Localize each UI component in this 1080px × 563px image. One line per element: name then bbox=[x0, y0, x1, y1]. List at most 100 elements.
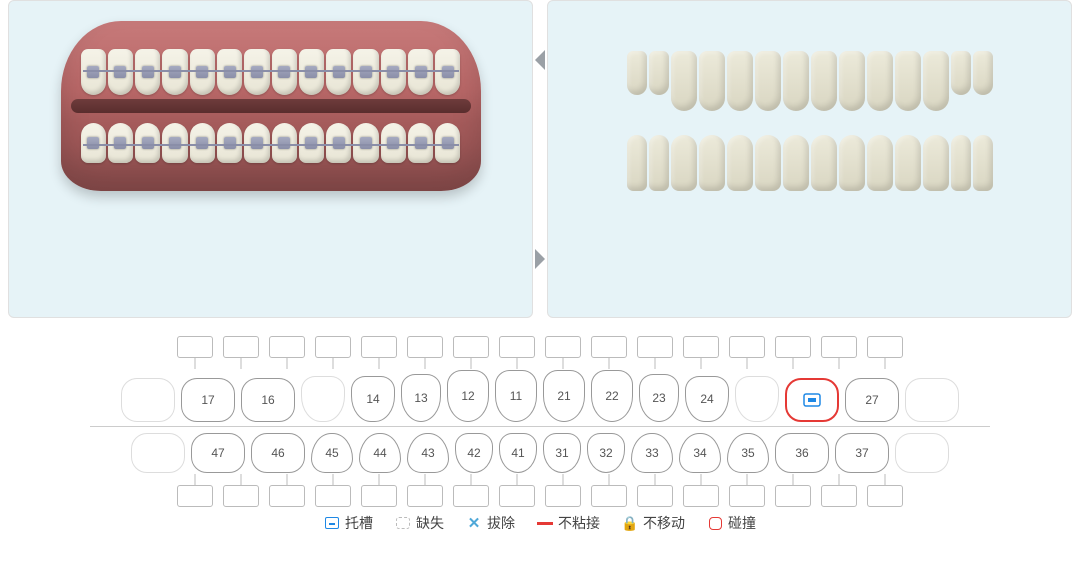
lower-teeth-row: 4746454443424131323334353637 bbox=[60, 433, 1020, 473]
chart-tooth-17[interactable]: 17 bbox=[181, 378, 235, 422]
slot-stem bbox=[471, 474, 472, 486]
bracket-slot[interactable] bbox=[545, 336, 581, 358]
bracket-3d bbox=[196, 66, 208, 78]
chart-tooth-blank[interactable] bbox=[785, 378, 839, 422]
chart-tooth-24[interactable]: 24 bbox=[685, 376, 729, 422]
chart-tooth-22[interactable]: 22 bbox=[591, 370, 633, 422]
chart-tooth-blank[interactable] bbox=[895, 433, 949, 473]
bracket-slot[interactable] bbox=[683, 336, 719, 358]
tooth-3d bbox=[135, 123, 160, 163]
slot-stem bbox=[379, 357, 380, 369]
bracket-slot[interactable] bbox=[775, 336, 811, 358]
bracket-slot[interactable] bbox=[545, 485, 581, 507]
bracket-slot[interactable] bbox=[867, 485, 903, 507]
bracket-slot[interactable] bbox=[591, 485, 627, 507]
bracket-slot[interactable] bbox=[499, 485, 535, 507]
bracket-slot[interactable] bbox=[591, 336, 627, 358]
bracket-slot[interactable] bbox=[269, 485, 305, 507]
model-tooth bbox=[811, 51, 837, 111]
bracket-slot[interactable] bbox=[361, 336, 397, 358]
chart-tooth-13[interactable]: 13 bbox=[401, 374, 441, 422]
chart-tooth-23[interactable]: 23 bbox=[639, 374, 679, 422]
bracket-slot[interactable] bbox=[315, 485, 351, 507]
chart-tooth-44[interactable]: 44 bbox=[359, 433, 401, 473]
tooth-chart: 1716141312112122232427 47464544434241313… bbox=[0, 318, 1080, 533]
tooth-3d bbox=[408, 123, 433, 163]
chart-tooth-35[interactable]: 35 bbox=[727, 433, 769, 473]
model-tooth bbox=[951, 51, 971, 95]
chart-tooth-45[interactable]: 45 bbox=[311, 433, 353, 473]
bracket-slot[interactable] bbox=[683, 485, 719, 507]
collapse-right-icon[interactable] bbox=[535, 249, 545, 269]
chart-tooth-blank[interactable] bbox=[735, 376, 779, 422]
bracket-slot[interactable] bbox=[315, 336, 351, 358]
bracket-slot[interactable] bbox=[729, 485, 765, 507]
legend: 托槽 缺失 ✕拔除 不粘接 🔒不移动 碰撞 bbox=[60, 513, 1020, 533]
chart-tooth-21[interactable]: 21 bbox=[543, 370, 585, 422]
bracket-slot[interactable] bbox=[453, 336, 489, 358]
braces-model[interactable] bbox=[61, 21, 481, 191]
model-tooth bbox=[839, 51, 865, 111]
model-tooth bbox=[649, 51, 669, 95]
bracket-slot[interactable] bbox=[775, 485, 811, 507]
upper-arch-3d bbox=[600, 51, 1020, 111]
bracket-slot[interactable] bbox=[177, 336, 213, 358]
chart-tooth-41[interactable]: 41 bbox=[499, 433, 537, 473]
bracket-slot[interactable] bbox=[453, 485, 489, 507]
model-tooth bbox=[867, 135, 893, 191]
chart-tooth-34[interactable]: 34 bbox=[679, 433, 721, 473]
model-tooth bbox=[951, 135, 971, 191]
chart-tooth-33[interactable]: 33 bbox=[631, 433, 673, 473]
chart-tooth-27[interactable]: 27 bbox=[845, 378, 899, 422]
slot-stem bbox=[241, 357, 242, 369]
model-tooth bbox=[649, 135, 669, 191]
model-tooth bbox=[755, 51, 781, 111]
chart-tooth-31[interactable]: 31 bbox=[543, 433, 581, 473]
slot-stem bbox=[563, 474, 564, 486]
collapse-left-icon[interactable] bbox=[535, 50, 545, 70]
bracket-slot[interactable] bbox=[499, 336, 535, 358]
lower-arch-3d bbox=[600, 135, 1020, 191]
bracket-slot[interactable] bbox=[361, 485, 397, 507]
chart-tooth-47[interactable]: 47 bbox=[191, 433, 245, 473]
chart-tooth-37[interactable]: 37 bbox=[835, 433, 889, 473]
left-3d-panel[interactable] bbox=[8, 0, 533, 318]
model-tooth bbox=[895, 135, 921, 191]
chart-tooth-46[interactable]: 46 bbox=[251, 433, 305, 473]
slot-stem bbox=[747, 474, 748, 486]
bracket-slot[interactable] bbox=[867, 336, 903, 358]
bracket-slot[interactable] bbox=[407, 336, 443, 358]
bracket-slot[interactable] bbox=[821, 336, 857, 358]
bracket-slot[interactable] bbox=[729, 336, 765, 358]
bracket-slot[interactable] bbox=[637, 336, 673, 358]
chart-tooth-blank[interactable] bbox=[301, 376, 345, 422]
tooth-3d bbox=[299, 49, 324, 95]
chart-tooth-32[interactable]: 32 bbox=[587, 433, 625, 473]
chart-tooth-42[interactable]: 42 bbox=[455, 433, 493, 473]
chart-tooth-43[interactable]: 43 bbox=[407, 433, 449, 473]
bracket-slot[interactable] bbox=[269, 336, 305, 358]
tooth-3d bbox=[162, 49, 187, 95]
chart-tooth-16[interactable]: 16 bbox=[241, 378, 295, 422]
right-3d-panel[interactable] bbox=[547, 0, 1072, 318]
aligner-model[interactable] bbox=[600, 51, 1020, 191]
slot-stem bbox=[425, 357, 426, 369]
bracket-3d bbox=[169, 137, 181, 149]
lower-slot-row bbox=[60, 485, 1020, 507]
bracket-slot[interactable] bbox=[407, 485, 443, 507]
chart-tooth-11[interactable]: 11 bbox=[495, 370, 537, 422]
chart-tooth-12[interactable]: 12 bbox=[447, 370, 489, 422]
chart-tooth-blank[interactable] bbox=[121, 378, 175, 422]
bracket-slot[interactable] bbox=[821, 485, 857, 507]
tooth-3d bbox=[190, 123, 215, 163]
chart-tooth-14[interactable]: 14 bbox=[351, 376, 395, 422]
chart-tooth-36[interactable]: 36 bbox=[775, 433, 829, 473]
bracket-slot[interactable] bbox=[223, 336, 259, 358]
bracket-slot[interactable] bbox=[223, 485, 259, 507]
bracket-slot[interactable] bbox=[177, 485, 213, 507]
tooth-3d bbox=[353, 49, 378, 95]
chart-tooth-blank[interactable] bbox=[131, 433, 185, 473]
archwire-lower bbox=[83, 144, 459, 146]
bracket-slot[interactable] bbox=[637, 485, 673, 507]
chart-tooth-blank[interactable] bbox=[905, 378, 959, 422]
